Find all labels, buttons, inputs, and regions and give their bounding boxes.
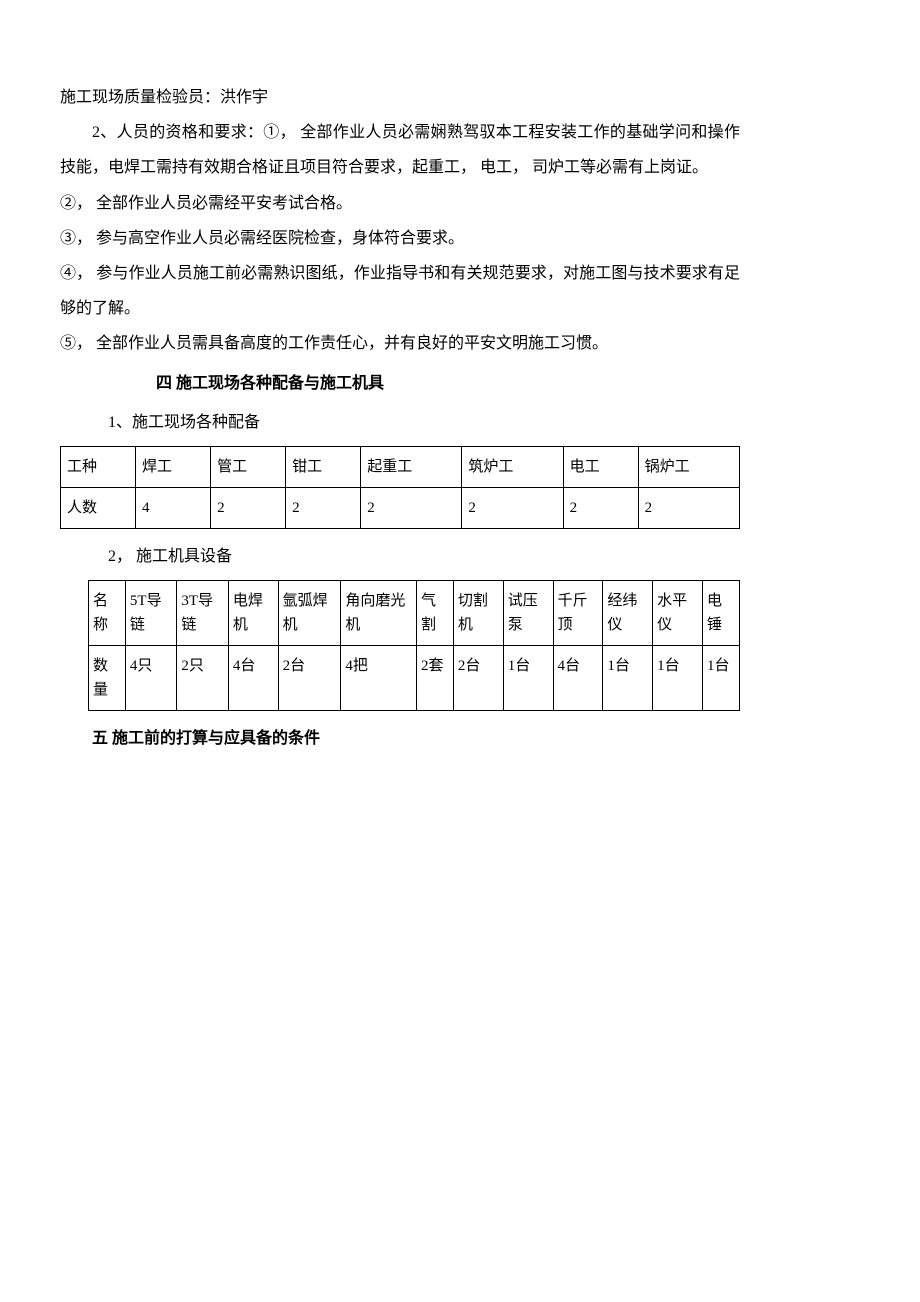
table-cell: 千斤顶: [553, 581, 603, 646]
table-cell: 2: [638, 487, 739, 528]
table-row: 人数 4 2 2 2 2 2 2: [61, 487, 740, 528]
table-cell: 电工: [563, 446, 638, 487]
table-cell: 2: [211, 487, 286, 528]
table-cell: 3T导链: [177, 581, 228, 646]
table-cell: 工种: [61, 446, 136, 487]
table-row: 名称 5T导链 3T导链 电焊机 氩弧焊机 角向磨光机 气割 切割机 试压泵 千…: [89, 581, 740, 646]
table-cell: 名称: [89, 581, 126, 646]
table-cell: 4把: [341, 646, 417, 711]
table-cell: 切割机: [453, 581, 503, 646]
table-cell: 起重工: [361, 446, 462, 487]
table-cell: 气割: [417, 581, 454, 646]
requirement-5: ⑤， 全部作业人员需具备高度的工作责任心，并有良好的平安文明施工习惯。: [60, 326, 740, 361]
table-cell: 2: [286, 487, 361, 528]
table-cell: 1台: [503, 646, 553, 711]
table-cell: 1台: [653, 646, 703, 711]
staffing-table: 工种 焊工 管工 钳工 起重工 筑炉工 电工 锅炉工 人数 4 2 2 2 2 …: [60, 446, 740, 529]
table-cell: 氩弧焊机: [278, 581, 341, 646]
section-5-heading: 五 施工前的打算与应具备的条件: [60, 721, 740, 756]
table-cell: 人数: [61, 487, 136, 528]
table-cell: 4只: [125, 646, 176, 711]
table-cell: 2台: [453, 646, 503, 711]
table-cell: 4: [136, 487, 211, 528]
requirement-4: ④， 参与作业人员施工前必需熟识图纸，作业指导书和有关规范要求，对施工图与技术要…: [60, 256, 740, 326]
table-cell: 2只: [177, 646, 228, 711]
inspector-line: 施工现场质量检验员：洪作宇: [60, 80, 740, 115]
table-cell: 锅炉工: [638, 446, 739, 487]
table-cell: 电焊机: [228, 581, 278, 646]
table-cell: 2: [462, 487, 563, 528]
table-cell: 筑炉工: [462, 446, 563, 487]
table-cell: 钳工: [286, 446, 361, 487]
table-cell: 经纬仪: [603, 581, 653, 646]
table-cell: 试压泵: [503, 581, 553, 646]
table-cell: 数量: [89, 646, 126, 711]
sub-1-label: 1、施工现场各种配备: [60, 405, 740, 440]
requirement-intro: 2、人员的资格和要求：①， 全部作业人员必需娴熟驾驭本工程安装工作的基础学问和操…: [60, 115, 740, 185]
requirement-2: ②， 全部作业人员必需经平安考试合格。: [60, 186, 740, 221]
sub-2-label: 2， 施工机具设备: [60, 539, 740, 574]
table-row: 数量 4只 2只 4台 2台 4把 2套 2台 1台 4台 1台 1台 1台: [89, 646, 740, 711]
table-cell: 2台: [278, 646, 341, 711]
table-cell: 2套: [417, 646, 454, 711]
table-cell: 1台: [702, 646, 739, 711]
table-cell: 水平仪: [653, 581, 703, 646]
table-cell: 焊工: [136, 446, 211, 487]
table-cell: 5T导链: [125, 581, 176, 646]
table-cell: 4台: [228, 646, 278, 711]
table-cell: 1台: [603, 646, 653, 711]
table-cell: 电锤: [702, 581, 739, 646]
table-row: 工种 焊工 管工 钳工 起重工 筑炉工 电工 锅炉工: [61, 446, 740, 487]
table-cell: 2: [361, 487, 462, 528]
section-4-heading: 四 施工现场各种配备与施工机具: [60, 366, 740, 401]
equipment-table: 名称 5T导链 3T导链 电焊机 氩弧焊机 角向磨光机 气割 切割机 试压泵 千…: [88, 580, 740, 711]
table-cell: 4台: [553, 646, 603, 711]
table-cell: 2: [563, 487, 638, 528]
table-cell: 角向磨光机: [341, 581, 417, 646]
table-cell: 管工: [211, 446, 286, 487]
requirement-3: ③， 参与高空作业人员必需经医院检查，身体符合要求。: [60, 221, 740, 256]
